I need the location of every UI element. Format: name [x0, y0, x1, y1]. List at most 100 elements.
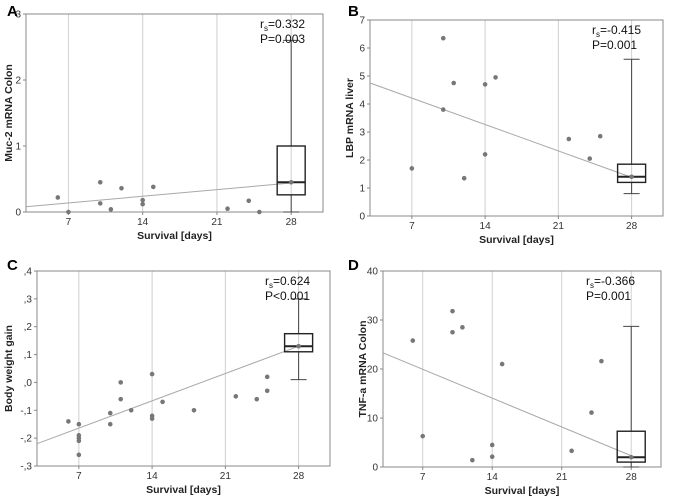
regression-line — [369, 82, 632, 178]
panel-a: 0 1 2 3 7 14 21 28 Survival [days] Muc-2 mRNA Col… — [3, 3, 324, 242]
box-iqr — [283, 332, 314, 353]
data-point — [450, 308, 455, 314]
data-point — [246, 198, 252, 204]
stat-p: P=0.001 — [592, 38, 637, 52]
x-tick-label: 28 — [293, 471, 305, 482]
data-point — [589, 410, 594, 415]
data-point — [420, 433, 426, 439]
regression-line — [36, 345, 299, 445]
stat-r-subscript: s — [269, 281, 273, 290]
data-point — [440, 35, 446, 41]
stat-r-symbol: r — [265, 274, 269, 288]
stat-r-symbol: r — [260, 17, 264, 31]
stat-r-symbol: r — [586, 274, 590, 288]
x-tick-label: 21 — [556, 472, 568, 483]
stat-r-subscript: s — [264, 24, 268, 33]
data-point — [55, 195, 61, 200]
y-tick-label: -,3 — [20, 462, 32, 473]
x-tick-label: 14 — [487, 472, 499, 483]
data-point — [288, 180, 294, 185]
y-tick-label: 5 — [359, 72, 365, 83]
regression-line — [382, 352, 632, 457]
data-point — [264, 388, 270, 394]
panel-c: -,3 -,2 -,1 ,0 ,1 ,2 ,3 ,4 7 14 21 28 Survival [days… — [3, 257, 331, 496]
y-tick-label: 0 — [359, 212, 365, 223]
y-tick-label: 4 — [359, 100, 365, 111]
box-iqr — [276, 145, 306, 196]
x-tick-label: 28 — [286, 217, 298, 228]
x-axis-label: Survival [days] — [485, 485, 560, 497]
stat-r-subscript: s — [596, 30, 600, 39]
plot-frame — [369, 19, 664, 217]
y-tick-label: -,1 — [20, 406, 32, 417]
data-point — [149, 371, 155, 377]
data-point — [76, 438, 82, 444]
x-axis-label: Survival [days] — [146, 484, 221, 496]
data-point — [233, 394, 239, 399]
data-point — [254, 396, 260, 402]
data-point — [66, 209, 71, 215]
y-tick-label: 0 — [15, 208, 21, 219]
stat-r-symbol: r — [592, 23, 596, 37]
y-axis-label: LBP mRNA liver — [344, 78, 356, 158]
data-point — [493, 75, 498, 80]
data-point — [128, 407, 134, 413]
data-point — [118, 380, 124, 385]
data-point — [149, 416, 155, 421]
stat-r-value: =0.624 — [273, 274, 310, 288]
data-point — [257, 209, 262, 215]
data-point — [160, 399, 165, 405]
data-point — [97, 180, 103, 185]
x-tick-label: 7 — [76, 471, 82, 482]
data-point — [119, 185, 124, 191]
stat-r-value: =-0.366 — [594, 274, 635, 288]
y-tick-label: 3 — [359, 128, 365, 139]
data-point — [460, 325, 465, 330]
stat-r: rs=0.624 — [265, 274, 310, 290]
x-tick-label: 21 — [220, 471, 232, 482]
stat-p: P=0.003 — [260, 32, 305, 46]
data-point — [461, 175, 467, 181]
x-tick-label: 28 — [626, 472, 638, 483]
data-point — [118, 396, 124, 402]
data-point — [499, 361, 505, 367]
data-point — [76, 452, 82, 458]
data-point — [628, 454, 634, 460]
y-tick-label: 0 — [372, 463, 378, 474]
data-point — [225, 206, 230, 211]
data-point — [489, 442, 495, 448]
x-tick-label: 28 — [626, 221, 638, 232]
data-point — [191, 407, 197, 413]
data-point — [140, 201, 145, 207]
data-point — [410, 338, 416, 343]
x-tick-label: 21 — [553, 221, 565, 232]
y-tick-label: 7 — [359, 16, 365, 27]
data-point — [76, 421, 82, 427]
panel-label: B — [348, 3, 359, 20]
y-tick-label: 10 — [367, 414, 379, 425]
plot-frame — [25, 13, 324, 213]
x-axis-label: Survival [days] — [137, 230, 212, 242]
y-tick-label: 1 — [359, 184, 365, 195]
stat-r: rs=-0.415 — [592, 23, 641, 39]
data-point — [97, 201, 103, 206]
data-point — [482, 152, 488, 157]
x-tick-label: 14 — [480, 221, 492, 232]
data-point — [482, 82, 488, 87]
data-point — [150, 184, 156, 190]
y-tick-label: ,4 — [24, 267, 33, 278]
data-point — [599, 358, 604, 364]
data-point — [107, 410, 113, 416]
y-tick-label: 20 — [367, 365, 379, 376]
y-tick-label: -,2 — [20, 434, 32, 445]
y-tick-label: 6 — [359, 44, 365, 55]
panel-b: 0 1 2 3 4 5 6 7 7 14 21 28 Survival [days] LBP mRNA l… — [344, 3, 664, 246]
box-iqr — [616, 163, 647, 184]
data-point — [76, 433, 82, 438]
y-tick-label: 1 — [15, 142, 21, 153]
x-axis-label: Survival [days] — [479, 234, 554, 246]
data-point — [409, 166, 415, 171]
data-point — [489, 454, 495, 460]
x-tick-label: 7 — [66, 217, 72, 228]
